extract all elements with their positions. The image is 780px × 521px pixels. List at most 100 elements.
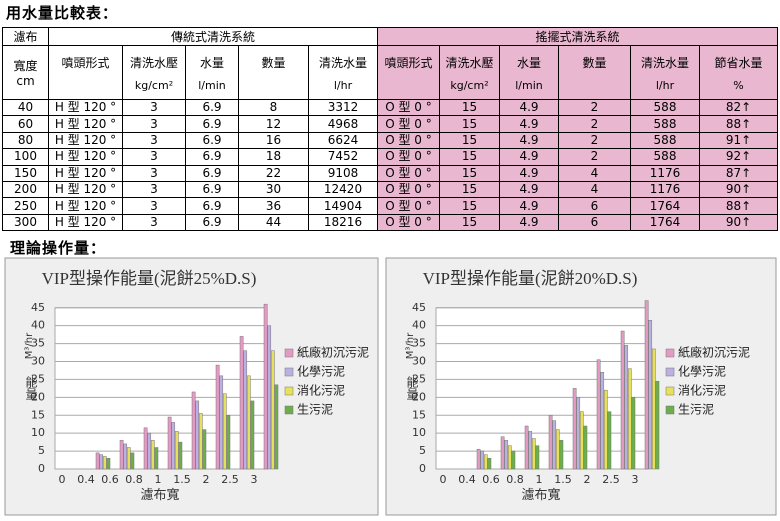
y-tick-label: 15 bbox=[412, 408, 426, 421]
bar bbox=[222, 393, 227, 470]
y-tick-label: 25 bbox=[31, 372, 45, 385]
legend-label: 消化污泥 bbox=[297, 384, 345, 398]
table-cell: 18 bbox=[238, 148, 309, 166]
table-cell: 88↑ bbox=[699, 115, 778, 133]
bar bbox=[500, 436, 505, 470]
bar bbox=[126, 447, 131, 470]
x-tick-label: 1 bbox=[536, 473, 543, 486]
table-cell: 6.9 bbox=[185, 98, 239, 117]
table-cell: 15 bbox=[439, 131, 500, 150]
header-unit: kg/cm² bbox=[134, 78, 174, 92]
x-tick-label: 3 bbox=[632, 473, 639, 486]
data-row: 80 H 型 120 ° 3 6.9 16 6624 O 型 0 ° 15 4.9 2 588 91↑ bbox=[2, 131, 778, 150]
header-cell: 清洗水壓 kg/cm² bbox=[439, 45, 500, 100]
table-cell: 150 bbox=[2, 164, 49, 182]
bar bbox=[483, 454, 488, 470]
bar bbox=[95, 452, 100, 470]
bar bbox=[243, 350, 248, 470]
bar bbox=[624, 345, 629, 470]
table-cell: 4.9 bbox=[499, 213, 559, 232]
header-row: 濾布 傳統式清洗系統 搖擺式清洗系統 bbox=[2, 27, 778, 46]
table-cell: O 型 0 ° bbox=[377, 148, 440, 166]
header-unit: cm bbox=[16, 74, 35, 88]
bar bbox=[559, 440, 564, 470]
y-tick-label: 45 bbox=[31, 301, 45, 314]
y-tick-label: 40 bbox=[31, 319, 45, 332]
table-cell: 588 bbox=[630, 148, 700, 166]
table-cell: 36 bbox=[238, 197, 309, 215]
y-tick-label: 30 bbox=[412, 355, 426, 368]
y-tick-label: 20 bbox=[31, 390, 45, 403]
y-tick-label: 45 bbox=[412, 301, 426, 314]
bar bbox=[174, 431, 179, 470]
header-cell: 噴頭形式 bbox=[48, 45, 123, 100]
header-unit: kg/cm² bbox=[450, 78, 489, 92]
header-cell: 濾布 bbox=[2, 27, 49, 46]
header-label: 噴頭形式 bbox=[61, 55, 110, 70]
header-label: 節省水量 bbox=[714, 55, 763, 70]
bar bbox=[154, 447, 159, 470]
table-cell: 15 bbox=[439, 197, 500, 215]
bar bbox=[147, 432, 152, 470]
bar bbox=[487, 458, 492, 470]
table-cell: H 型 120 ° bbox=[48, 164, 123, 182]
table-cell: 60 bbox=[2, 115, 49, 133]
table-cell: 4.9 bbox=[499, 98, 559, 117]
y-tick-label: 5 bbox=[419, 444, 426, 457]
table-cell: 14904 bbox=[308, 197, 378, 215]
header-unit: l/hr bbox=[333, 78, 353, 92]
legend-swatch bbox=[665, 367, 675, 377]
table-cell: 3 bbox=[122, 115, 186, 133]
table-cell: 100 bbox=[2, 148, 49, 166]
table-cell: 2 bbox=[558, 131, 631, 150]
section-title: 理論操作量： bbox=[10, 239, 107, 257]
header-cell: 寬度 cm bbox=[2, 45, 49, 100]
table-cell: 200 bbox=[2, 180, 49, 199]
bar bbox=[250, 400, 255, 470]
bar bbox=[555, 429, 560, 470]
table-cell: 3312 bbox=[308, 98, 378, 117]
plot-area bbox=[435, 307, 649, 470]
table-cell: 82↑ bbox=[699, 98, 778, 117]
x-tick-label: 1 bbox=[155, 473, 162, 486]
bar bbox=[246, 375, 251, 470]
table-cell: 588 bbox=[630, 98, 700, 117]
header-cell: 數量 bbox=[238, 45, 309, 100]
header-cell: 清洗水壓 kg/cm² bbox=[122, 45, 186, 100]
plot-area bbox=[54, 307, 268, 470]
table-cell: H 型 120 ° bbox=[48, 180, 123, 199]
header-cell: 數量 bbox=[558, 45, 631, 100]
bar bbox=[528, 431, 533, 470]
table-cell: O 型 0 ° bbox=[377, 164, 440, 182]
table-cell: 4 bbox=[558, 164, 631, 182]
header-cell: 水量 l/min bbox=[185, 45, 239, 100]
table-cell: 40 bbox=[2, 98, 49, 117]
bar bbox=[655, 380, 660, 470]
y-tick-label: 20 bbox=[412, 390, 426, 403]
bar bbox=[476, 449, 481, 470]
legend-swatch bbox=[665, 386, 675, 396]
legend-swatch bbox=[284, 348, 294, 358]
bar bbox=[504, 440, 509, 470]
x-tick-label: 0.4 bbox=[77, 473, 95, 486]
table-cell: 1764 bbox=[630, 197, 700, 215]
table-cell: 92↑ bbox=[699, 148, 778, 166]
bar bbox=[215, 364, 220, 470]
data-row: 300 H 型 120 ° 3 6.9 44 18216 O 型 0 ° 15 4.9 6 1764… bbox=[2, 213, 778, 232]
x-tick-label: 1.5 bbox=[173, 473, 191, 486]
y-tick-label: 0 bbox=[419, 462, 426, 475]
table-cell: 3 bbox=[122, 98, 186, 117]
bar bbox=[552, 420, 557, 470]
table-cell: H 型 120 ° bbox=[48, 98, 123, 117]
table-cell: 6.9 bbox=[185, 180, 239, 199]
bar bbox=[226, 415, 231, 470]
bar bbox=[511, 450, 516, 470]
table-cell: 588 bbox=[630, 115, 700, 133]
y-tick-label: 15 bbox=[31, 408, 45, 421]
header-label: 水量 bbox=[199, 55, 224, 70]
header-unit: l/hr bbox=[655, 78, 675, 92]
bar bbox=[178, 441, 183, 470]
bar bbox=[274, 384, 279, 470]
table-cell: 6.9 bbox=[185, 197, 239, 215]
data-row: 250 H 型 120 ° 3 6.9 36 14904 O 型 0 ° 15 4.9 6 1764… bbox=[2, 197, 778, 215]
